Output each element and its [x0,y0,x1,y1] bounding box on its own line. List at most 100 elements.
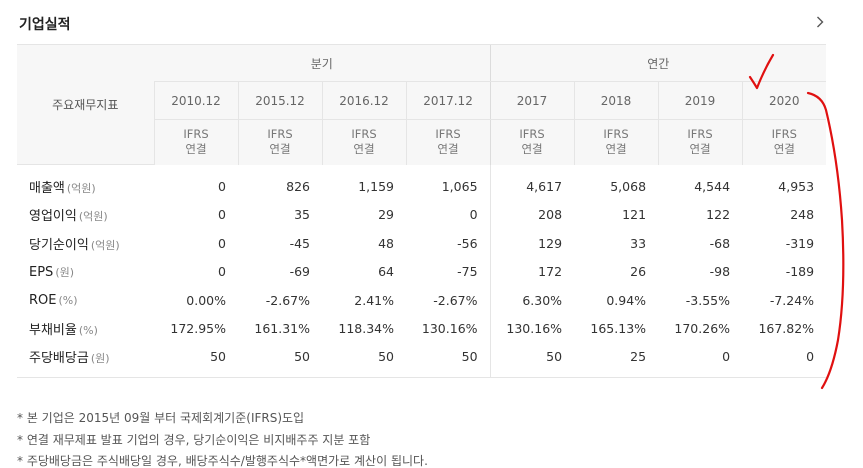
table-cell: 0 [218,235,226,251]
table-cell: 130.16% [421,321,478,337]
column-basis: 연결 [185,142,207,157]
column-year: 2017 [489,81,575,120]
table-cell: -45 [289,235,310,251]
column-basis: 연결 [605,142,627,157]
table-cell: 50 [489,343,575,378]
row-label-text: EPS [29,264,54,280]
table-cell: 0 [218,179,226,194]
column-standard: IFRS [771,127,797,142]
group-header-annual: 연간 [489,44,827,82]
table-cell: 0 [218,264,226,280]
row-label-text: ROE [29,292,57,308]
column-accounting-basis: IFRS 연결 [153,119,238,165]
column-accounting-basis: IFRS 연결 [489,119,575,165]
table-cell: 208 [489,200,575,229]
table-cell: 25 [574,343,659,378]
column-standard: IFRS [183,127,209,142]
table-cell: 5,068 [610,179,647,194]
table-cell: 64 [378,264,394,280]
table-cell: 1,159 [358,179,394,194]
table-row: ROE (%) 0.00% -2.67% 2.41% -2.67% 6.30% 0.94% -3… [17,286,826,315]
table-cell: 48 [378,235,394,251]
table-cell: 4,953 [778,179,815,194]
table-cell: 167.82% [758,321,815,337]
table-cell: 172.95% [170,321,226,337]
table-cell: 172 [489,257,575,286]
row-label: 주당배당금 (원) [17,343,154,378]
table-cell: 4,617 [489,164,575,201]
row-unit: (억원) [78,210,108,224]
table-cell: 50 [238,343,322,378]
group-header-quarter: 분기 [154,44,491,82]
row-label-text: 당기순이익 [29,237,89,253]
column-standard: IFRS [603,127,629,142]
table-cell: 0.00% [186,292,226,308]
table-cell: -3.55% [685,292,731,308]
table-cell: -319 [785,235,815,251]
row-label: EPS (원) [17,258,154,287]
row-unit: (억원) [90,238,120,252]
column-standard: IFRS [267,127,293,142]
column-basis: 연결 [269,142,291,157]
table-cell: 130.16% [489,314,575,343]
table-cell: 121 [622,207,647,223]
column-year: 2019 [657,81,743,120]
table-row: 매출액 (억원) 0 826 1,159 1,065 4,617 5,068 4,544 4,95… [17,164,826,201]
column-basis: 연결 [773,142,795,157]
row-label: 매출액 (억원) [17,165,154,201]
table-cell: -56 [457,235,478,251]
section-title: 기업실적 [19,17,71,33]
ifrs-header-row: IFRS 연결 IFRS 연결 IFRS 연결 IFRS 연결 IFRS 연결 IFRS 연결 IFRS… [17,119,827,165]
footnote: * 연결 재무제표 발표 기업의 경우, 당기순이익은 비지배주주 지분 포함 [17,432,371,447]
column-standard: IFRS [435,127,461,142]
row-unit: (%) [58,293,78,307]
table-cell: 0 [469,207,478,223]
column-accounting-basis: IFRS 연결 [741,119,827,165]
column-standard: IFRS [351,127,377,142]
table-cell: 248 [790,207,815,223]
table-row: 당기순이익 (억원) 0 -45 48 -56 129 33 -68 -319 [17,229,826,258]
row-label-text: 영업이익 [29,209,77,225]
table-cell: 170.26% [674,321,731,337]
table-cell: 50 [322,343,406,378]
table-cell: 118.34% [338,321,394,337]
table-cell: 4,544 [694,179,731,194]
footnote: * 본 기업은 2015년 09월 부터 국제회계기준(IFRS)도입 [17,411,305,425]
column-standard: IFRS [687,127,713,142]
section-header: 기업실적 [0,0,863,44]
chevron-right-icon[interactable] [812,14,828,30]
footnote: * 주당배당금은 주식배당일 경우, 배당주식수/발행주식수*액면가로 계산이 … [17,454,428,468]
column-accounting-basis: IFRS 연결 [657,119,743,165]
table-cell: 50 [154,343,238,378]
column-standard: IFRS [519,127,545,142]
table-row: 영업이익 (억원) 0 35 29 0 208 121 122 248 [17,200,826,229]
row-label: 당기순이익 (억원) [17,229,154,258]
table-cell: 50 [406,343,491,378]
table-cell: 1,065 [441,179,478,194]
table-cell: -98 [709,264,731,280]
table-cell: 0 [218,207,226,223]
column-basis: 연결 [689,142,711,157]
column-basis: 연결 [521,142,543,157]
table-cell: -7.24% [769,292,815,308]
table-cell: 33 [630,235,647,251]
row-label: ROE (%) [17,286,154,315]
table-cell: 6.30% [489,286,575,315]
column-year: 2010.12 [153,81,238,120]
column-year: 2015.12 [237,81,322,120]
table-cell: 0 [742,343,827,378]
year-header-row: 2010.12 2015.12 2016.12 2017.12 2017 2018 2019… [17,81,827,120]
table-cell: 165.13% [590,321,647,337]
row-unit: (억원) [66,182,96,196]
table-row: EPS (원) 0 -69 64 -75 172 26 -98 -189 [17,257,826,287]
table-body: 매출액 (억원) 0 826 1,159 1,065 4,617 5,068 4,544 4,95… [17,164,827,378]
column-accounting-basis: IFRS 연결 [321,119,406,165]
table-cell: 29 [378,207,394,223]
column-accounting-basis: IFRS 연결 [237,119,322,165]
row-unit: (원) [55,265,75,279]
label-header: 주요재무지표 [17,44,154,165]
column-basis: 연결 [437,142,459,157]
financial-table: 주요재무지표 분기 연간 2010.12 2015.12 2016.12 2017.1… [17,44,827,378]
column-year: 2016.12 [321,81,406,120]
row-unit: (원) [90,352,110,366]
